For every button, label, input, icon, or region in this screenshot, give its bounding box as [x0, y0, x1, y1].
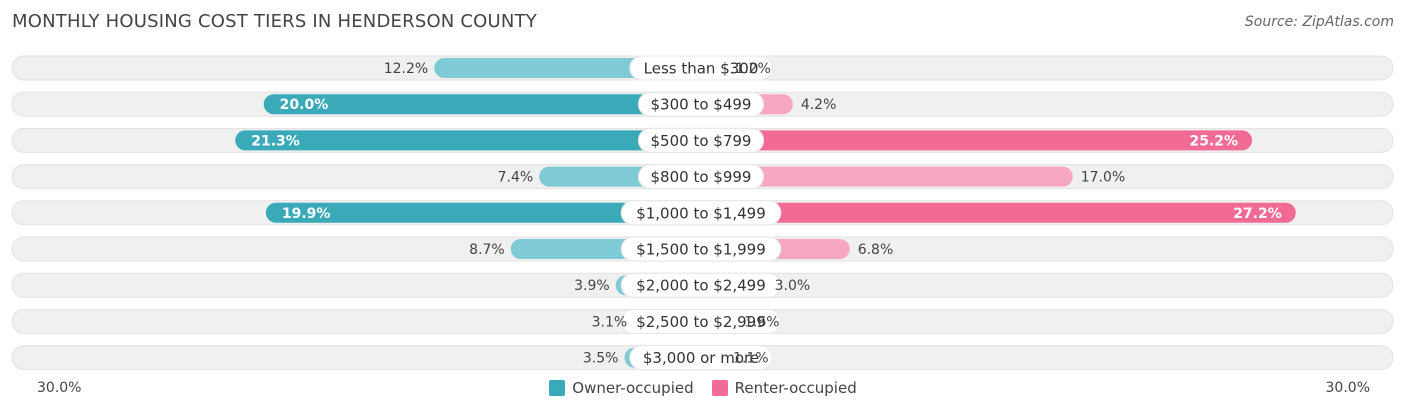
owner-value-label: 3.1% — [592, 314, 628, 330]
owner-value-label: 3.9% — [574, 278, 610, 294]
category-label: $300 to $499 — [651, 96, 752, 114]
renter-value-label: 1.6% — [744, 314, 780, 330]
category-label: $2,500 to $2,999 — [636, 313, 766, 331]
category-label: Less than $300 — [644, 60, 759, 78]
category-pill — [637, 91, 765, 117]
renter-value-label: 17.0% — [1081, 170, 1125, 186]
legend-label-owner: Owner-occupied — [572, 379, 694, 397]
axis-right-label: 30.0% — [1325, 380, 1370, 396]
legend-item-owner: Owner-occupied — [549, 379, 694, 397]
category-label: $500 to $799 — [651, 132, 752, 150]
owner-value-label: 21.3% — [251, 133, 300, 149]
category-pill — [629, 345, 773, 371]
renter-value-label: 27.2% — [1233, 206, 1282, 222]
legend-swatch-renter — [711, 380, 728, 396]
bar-renter — [691, 202, 1296, 223]
category-pill — [637, 164, 765, 190]
owner-value-label: 3.5% — [583, 351, 619, 367]
renter-value-label: 3.0% — [775, 278, 811, 294]
category-pill — [629, 55, 773, 81]
axis-left-label: 30.0% — [37, 380, 82, 396]
owner-value-label: 12.2% — [384, 61, 428, 77]
category-label: $1,500 to $1,999 — [636, 241, 766, 259]
legend: Owner-occupied Renter-occupied — [0, 379, 1406, 397]
category-pill — [620, 236, 782, 262]
category-pill — [620, 272, 782, 298]
bar-renter — [691, 130, 1253, 151]
renter-value-label: 6.8% — [858, 242, 894, 258]
renter-value-label: 25.2% — [1189, 133, 1238, 149]
category-label: $800 to $999 — [651, 168, 752, 186]
category-label: $3,000 or more — [643, 349, 759, 367]
legend-item-renter: Renter-occupied — [711, 379, 857, 397]
bar-owner — [265, 202, 711, 223]
category-label: $1,000 to $1,499 — [636, 204, 766, 222]
owner-value-label: 7.4% — [498, 170, 534, 186]
bar-owner — [235, 130, 712, 151]
category-label: $2,000 to $2,499 — [636, 277, 766, 295]
owner-value-label: 8.7% — [469, 242, 505, 258]
owner-value-label: 19.9% — [282, 206, 331, 222]
renter-value-label: 1.1% — [733, 351, 769, 367]
chart-title: MONTHLY HOUSING COST TIERS IN HENDERSON … — [12, 11, 537, 32]
renter-value-label: 4.2% — [801, 97, 837, 113]
category-pill — [620, 200, 782, 226]
renter-value-label: 1.2% — [735, 61, 771, 77]
bar-renter — [691, 166, 1073, 187]
chart-source: Source: ZipAtlas.com — [1244, 14, 1394, 30]
legend-swatch-owner — [549, 380, 566, 396]
owner-value-label: 20.0% — [280, 97, 329, 113]
legend-label-renter: Renter-occupied — [734, 379, 857, 397]
category-pill — [637, 127, 765, 153]
category-pill — [620, 308, 782, 334]
bar-owner — [263, 94, 711, 115]
